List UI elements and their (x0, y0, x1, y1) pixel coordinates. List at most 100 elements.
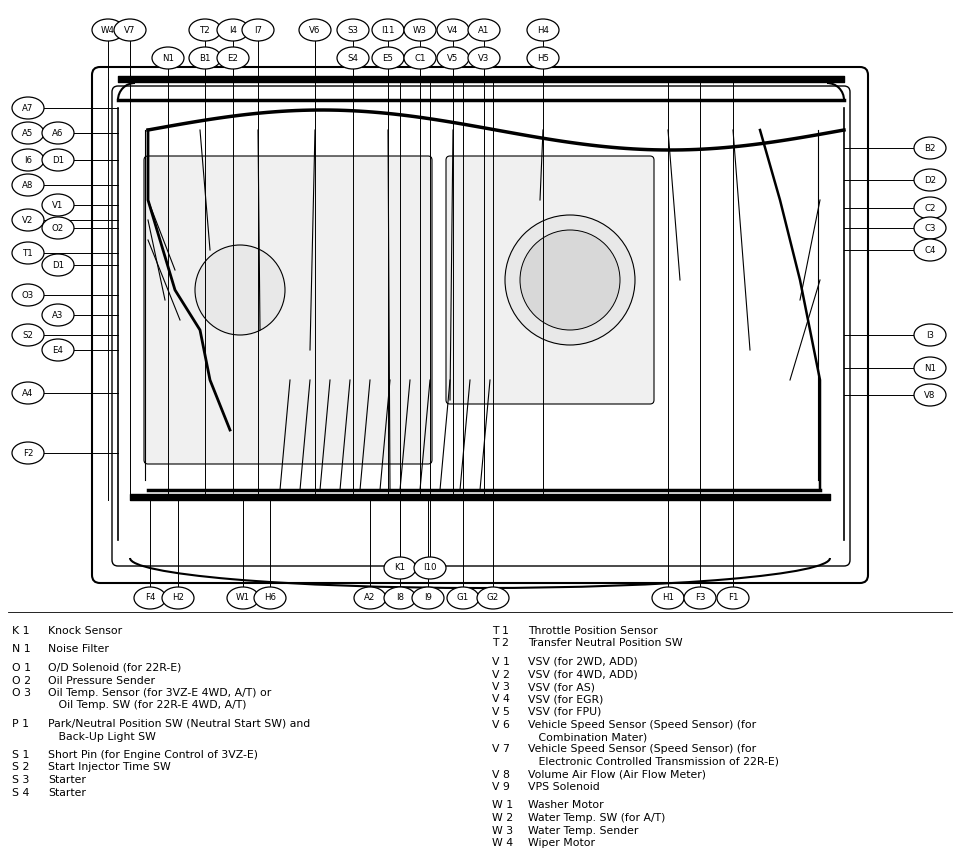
Ellipse shape (242, 19, 274, 41)
Ellipse shape (384, 587, 416, 609)
Text: C3: C3 (924, 223, 936, 233)
Text: I8: I8 (396, 593, 404, 603)
Text: A1: A1 (478, 25, 490, 35)
Text: D2: D2 (924, 176, 936, 184)
Text: T 2: T 2 (492, 638, 509, 649)
Text: V 7: V 7 (492, 745, 510, 755)
Text: C4: C4 (924, 245, 936, 255)
Text: V 9: V 9 (492, 782, 510, 792)
Ellipse shape (520, 230, 620, 330)
Ellipse shape (299, 19, 331, 41)
Text: H2: H2 (172, 593, 184, 603)
Text: A4: A4 (22, 389, 34, 397)
Text: Oil Pressure Sender: Oil Pressure Sender (48, 676, 155, 685)
Text: VPS Solenoid: VPS Solenoid (528, 782, 600, 792)
Text: I3: I3 (926, 330, 934, 340)
Text: Vehicle Speed Sensor (Speed Sensor) (for: Vehicle Speed Sensor (Speed Sensor) (for (528, 719, 756, 729)
Text: I9: I9 (424, 593, 432, 603)
Text: S 1: S 1 (12, 750, 30, 760)
Ellipse shape (217, 47, 249, 69)
Ellipse shape (404, 47, 436, 69)
Ellipse shape (12, 242, 44, 264)
Ellipse shape (477, 587, 509, 609)
Text: Short Pin (for Engine Control of 3VZ-E): Short Pin (for Engine Control of 3VZ-E) (48, 750, 258, 760)
Text: D1: D1 (52, 261, 64, 269)
Ellipse shape (384, 557, 416, 579)
Ellipse shape (134, 587, 166, 609)
Ellipse shape (914, 324, 946, 346)
Text: VSV (for AS): VSV (for AS) (528, 682, 595, 692)
Ellipse shape (717, 587, 749, 609)
Text: T2: T2 (200, 25, 210, 35)
Ellipse shape (914, 239, 946, 261)
Text: H6: H6 (264, 593, 276, 603)
Text: V8: V8 (924, 391, 936, 400)
Text: H1: H1 (662, 593, 674, 603)
Ellipse shape (42, 254, 74, 276)
Text: K 1: K 1 (12, 626, 30, 636)
Text: A5: A5 (22, 128, 34, 138)
Text: G2: G2 (487, 593, 499, 603)
Text: F2: F2 (23, 448, 34, 458)
Text: A6: A6 (52, 128, 63, 138)
Text: Water Temp. Sender: Water Temp. Sender (528, 825, 638, 835)
Text: W 3: W 3 (492, 825, 514, 835)
Ellipse shape (42, 149, 74, 171)
Text: Start Injector Time SW: Start Injector Time SW (48, 762, 171, 773)
Ellipse shape (914, 357, 946, 379)
Text: T1: T1 (23, 249, 34, 257)
Ellipse shape (42, 194, 74, 216)
FancyBboxPatch shape (144, 156, 432, 464)
Ellipse shape (12, 97, 44, 119)
Ellipse shape (42, 304, 74, 326)
Ellipse shape (337, 19, 369, 41)
Ellipse shape (468, 19, 500, 41)
Text: Vehicle Speed Sensor (Speed Sensor) (for: Vehicle Speed Sensor (Speed Sensor) (for (528, 745, 756, 755)
Text: Transfer Neutral Position SW: Transfer Neutral Position SW (528, 638, 683, 649)
Text: V7: V7 (124, 25, 135, 35)
Ellipse shape (337, 47, 369, 69)
Text: Washer Motor: Washer Motor (528, 801, 604, 811)
Text: V 2: V 2 (492, 670, 510, 679)
Ellipse shape (468, 47, 500, 69)
Text: Combination Mater): Combination Mater) (528, 732, 647, 742)
Ellipse shape (227, 587, 259, 609)
Bar (95, 75, 865, 580)
Text: T 1: T 1 (492, 626, 509, 636)
Ellipse shape (354, 587, 386, 609)
Ellipse shape (42, 122, 74, 144)
Ellipse shape (12, 284, 44, 306)
Text: Water Temp. SW (for A/T): Water Temp. SW (for A/T) (528, 813, 665, 823)
Text: O2: O2 (52, 223, 64, 233)
Text: F1: F1 (728, 593, 738, 603)
Text: Noise Filter: Noise Filter (48, 644, 108, 655)
Text: V 3: V 3 (492, 682, 510, 692)
Text: Park/Neutral Position SW (Neutral Start SW) and: Park/Neutral Position SW (Neutral Start … (48, 719, 310, 729)
Text: B2: B2 (924, 143, 936, 153)
Text: O 1: O 1 (12, 663, 31, 673)
Ellipse shape (372, 19, 404, 41)
Text: Back-Up Light SW: Back-Up Light SW (48, 732, 156, 741)
Ellipse shape (12, 149, 44, 171)
Text: F4: F4 (145, 593, 156, 603)
FancyBboxPatch shape (92, 67, 868, 583)
Text: H5: H5 (537, 53, 549, 63)
Text: I11: I11 (381, 25, 395, 35)
Text: V 4: V 4 (492, 694, 510, 705)
Text: A8: A8 (22, 181, 34, 189)
Text: V1: V1 (52, 200, 63, 210)
Text: I10: I10 (423, 564, 437, 572)
Text: E4: E4 (53, 346, 63, 355)
Text: Wiper Motor: Wiper Motor (528, 838, 595, 848)
Text: Throttle Position Sensor: Throttle Position Sensor (528, 626, 658, 636)
Ellipse shape (447, 587, 479, 609)
Ellipse shape (254, 587, 286, 609)
Ellipse shape (12, 122, 44, 144)
Ellipse shape (12, 442, 44, 464)
Ellipse shape (162, 587, 194, 609)
Ellipse shape (114, 19, 146, 41)
Ellipse shape (414, 557, 446, 579)
Text: B1: B1 (200, 53, 211, 63)
FancyBboxPatch shape (446, 156, 654, 404)
Text: N 1: N 1 (12, 644, 31, 655)
